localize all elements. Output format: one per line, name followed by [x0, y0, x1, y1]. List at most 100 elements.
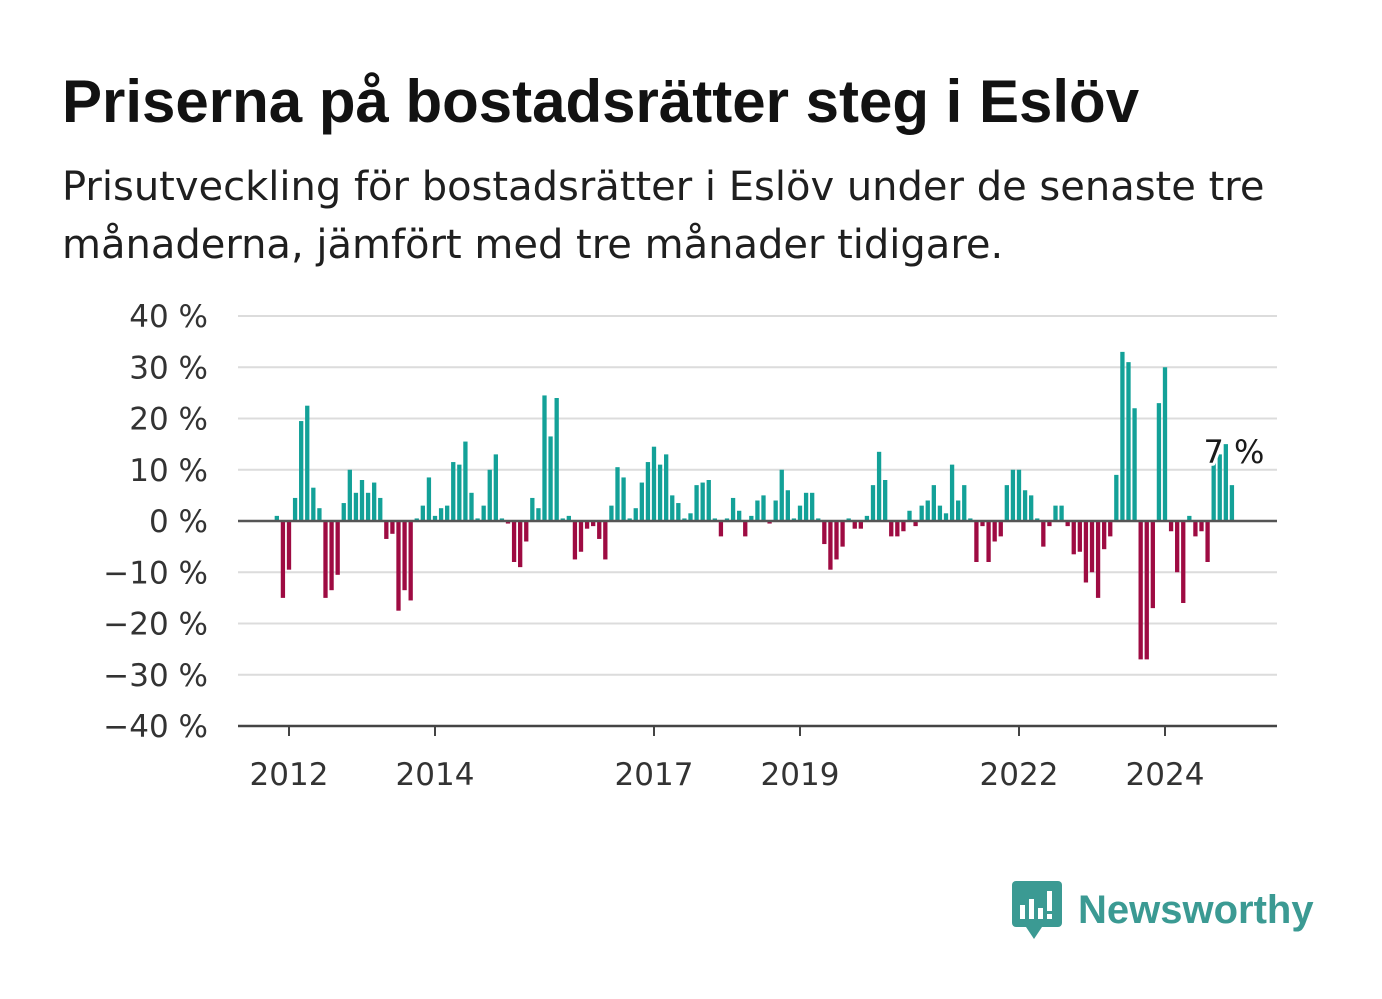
bar: [1010, 469, 1016, 521]
bar: [317, 508, 322, 521]
bar: [1138, 521, 1143, 660]
y-tick-label: 10 %: [129, 453, 208, 489]
bar: [609, 505, 614, 522]
bar: [1083, 521, 1089, 583]
bar: [657, 464, 663, 522]
bar: [457, 464, 462, 522]
bar: [651, 446, 657, 521]
bar: [724, 518, 730, 521]
bar: [1053, 505, 1058, 522]
bar: [986, 521, 991, 562]
bar: [323, 521, 328, 598]
x-axis: 2012 2014 2017 2019 2022 2024: [250, 726, 1204, 793]
bar: [505, 521, 511, 524]
bar: [700, 482, 705, 521]
bar: [1223, 444, 1228, 522]
bar: [846, 518, 851, 521]
bar: [633, 508, 638, 521]
bar: [743, 521, 748, 537]
bar: [396, 521, 401, 611]
bar: [1193, 521, 1198, 537]
bar: [913, 521, 918, 527]
bar: [438, 508, 444, 521]
bar: [469, 492, 474, 521]
bar: [712, 518, 717, 521]
bar: [329, 521, 334, 591]
bar: [566, 515, 571, 522]
bar: [1077, 521, 1082, 552]
bar: [645, 462, 651, 521]
bar: [956, 500, 961, 521]
bar: [1187, 515, 1192, 522]
bar: [968, 518, 973, 521]
bar: [718, 521, 724, 537]
bar: [907, 510, 912, 521]
bar: [1022, 490, 1028, 521]
bar: [305, 405, 310, 521]
bar: [530, 497, 535, 521]
bar: [1102, 521, 1107, 550]
bar: [378, 497, 383, 521]
bar: [980, 521, 985, 527]
bar: [487, 469, 492, 521]
bar: [688, 513, 693, 521]
bar: [810, 492, 815, 521]
y-tick-label: −20 %: [103, 607, 208, 643]
bar: [676, 503, 681, 521]
bar: [694, 485, 699, 522]
bar: [828, 521, 833, 570]
bar: [1120, 351, 1125, 522]
bar: [353, 492, 359, 521]
bar: [463, 441, 468, 521]
x-tick-label: 2017: [615, 757, 694, 793]
bar: [670, 495, 675, 522]
bar: [445, 505, 450, 522]
brand-name: Newsworthy: [1078, 887, 1314, 932]
bar: [1229, 485, 1235, 522]
x-tick-label: 2019: [761, 757, 840, 793]
y-tick-label: 40 %: [129, 299, 208, 335]
bar: [274, 515, 279, 522]
bar: [639, 482, 644, 521]
bar: [1175, 521, 1180, 573]
newsworthy-logo: Newsworthy: [1012, 880, 1314, 940]
annotation: 7 %: [1200, 430, 1267, 474]
bar: [1144, 521, 1149, 660]
bar: [943, 513, 949, 521]
bar: [1132, 408, 1137, 521]
bar: [536, 508, 541, 521]
bar: [816, 518, 821, 521]
bar: [785, 490, 790, 521]
bar: [511, 521, 517, 562]
bars: [274, 351, 1235, 660]
bar: [578, 521, 584, 552]
bar: [451, 462, 456, 521]
bar: [603, 521, 608, 560]
bar: [858, 521, 863, 529]
bar: [1156, 403, 1162, 522]
chart-title: Priserna på bostadsrätter steg i Eslöv: [62, 68, 1140, 135]
bar: [542, 395, 547, 521]
bar: [426, 477, 432, 521]
bar: [359, 480, 365, 521]
bar: [347, 469, 352, 521]
bar: [372, 482, 377, 521]
bar: [414, 518, 419, 521]
bar: [1168, 521, 1174, 532]
bar: [864, 515, 870, 522]
bar: [554, 398, 559, 521]
bar: [615, 467, 620, 521]
bar: [621, 477, 626, 521]
bar: [1059, 505, 1064, 522]
bar: [1211, 459, 1216, 521]
bar: [572, 521, 578, 560]
bar: [518, 521, 523, 568]
bar: [627, 518, 632, 521]
bar: [840, 521, 845, 547]
bar: [1181, 521, 1186, 603]
annotation-label: 7 %: [1203, 433, 1264, 471]
bar: [1016, 469, 1022, 521]
bar: [931, 485, 936, 522]
bar: [475, 518, 480, 521]
